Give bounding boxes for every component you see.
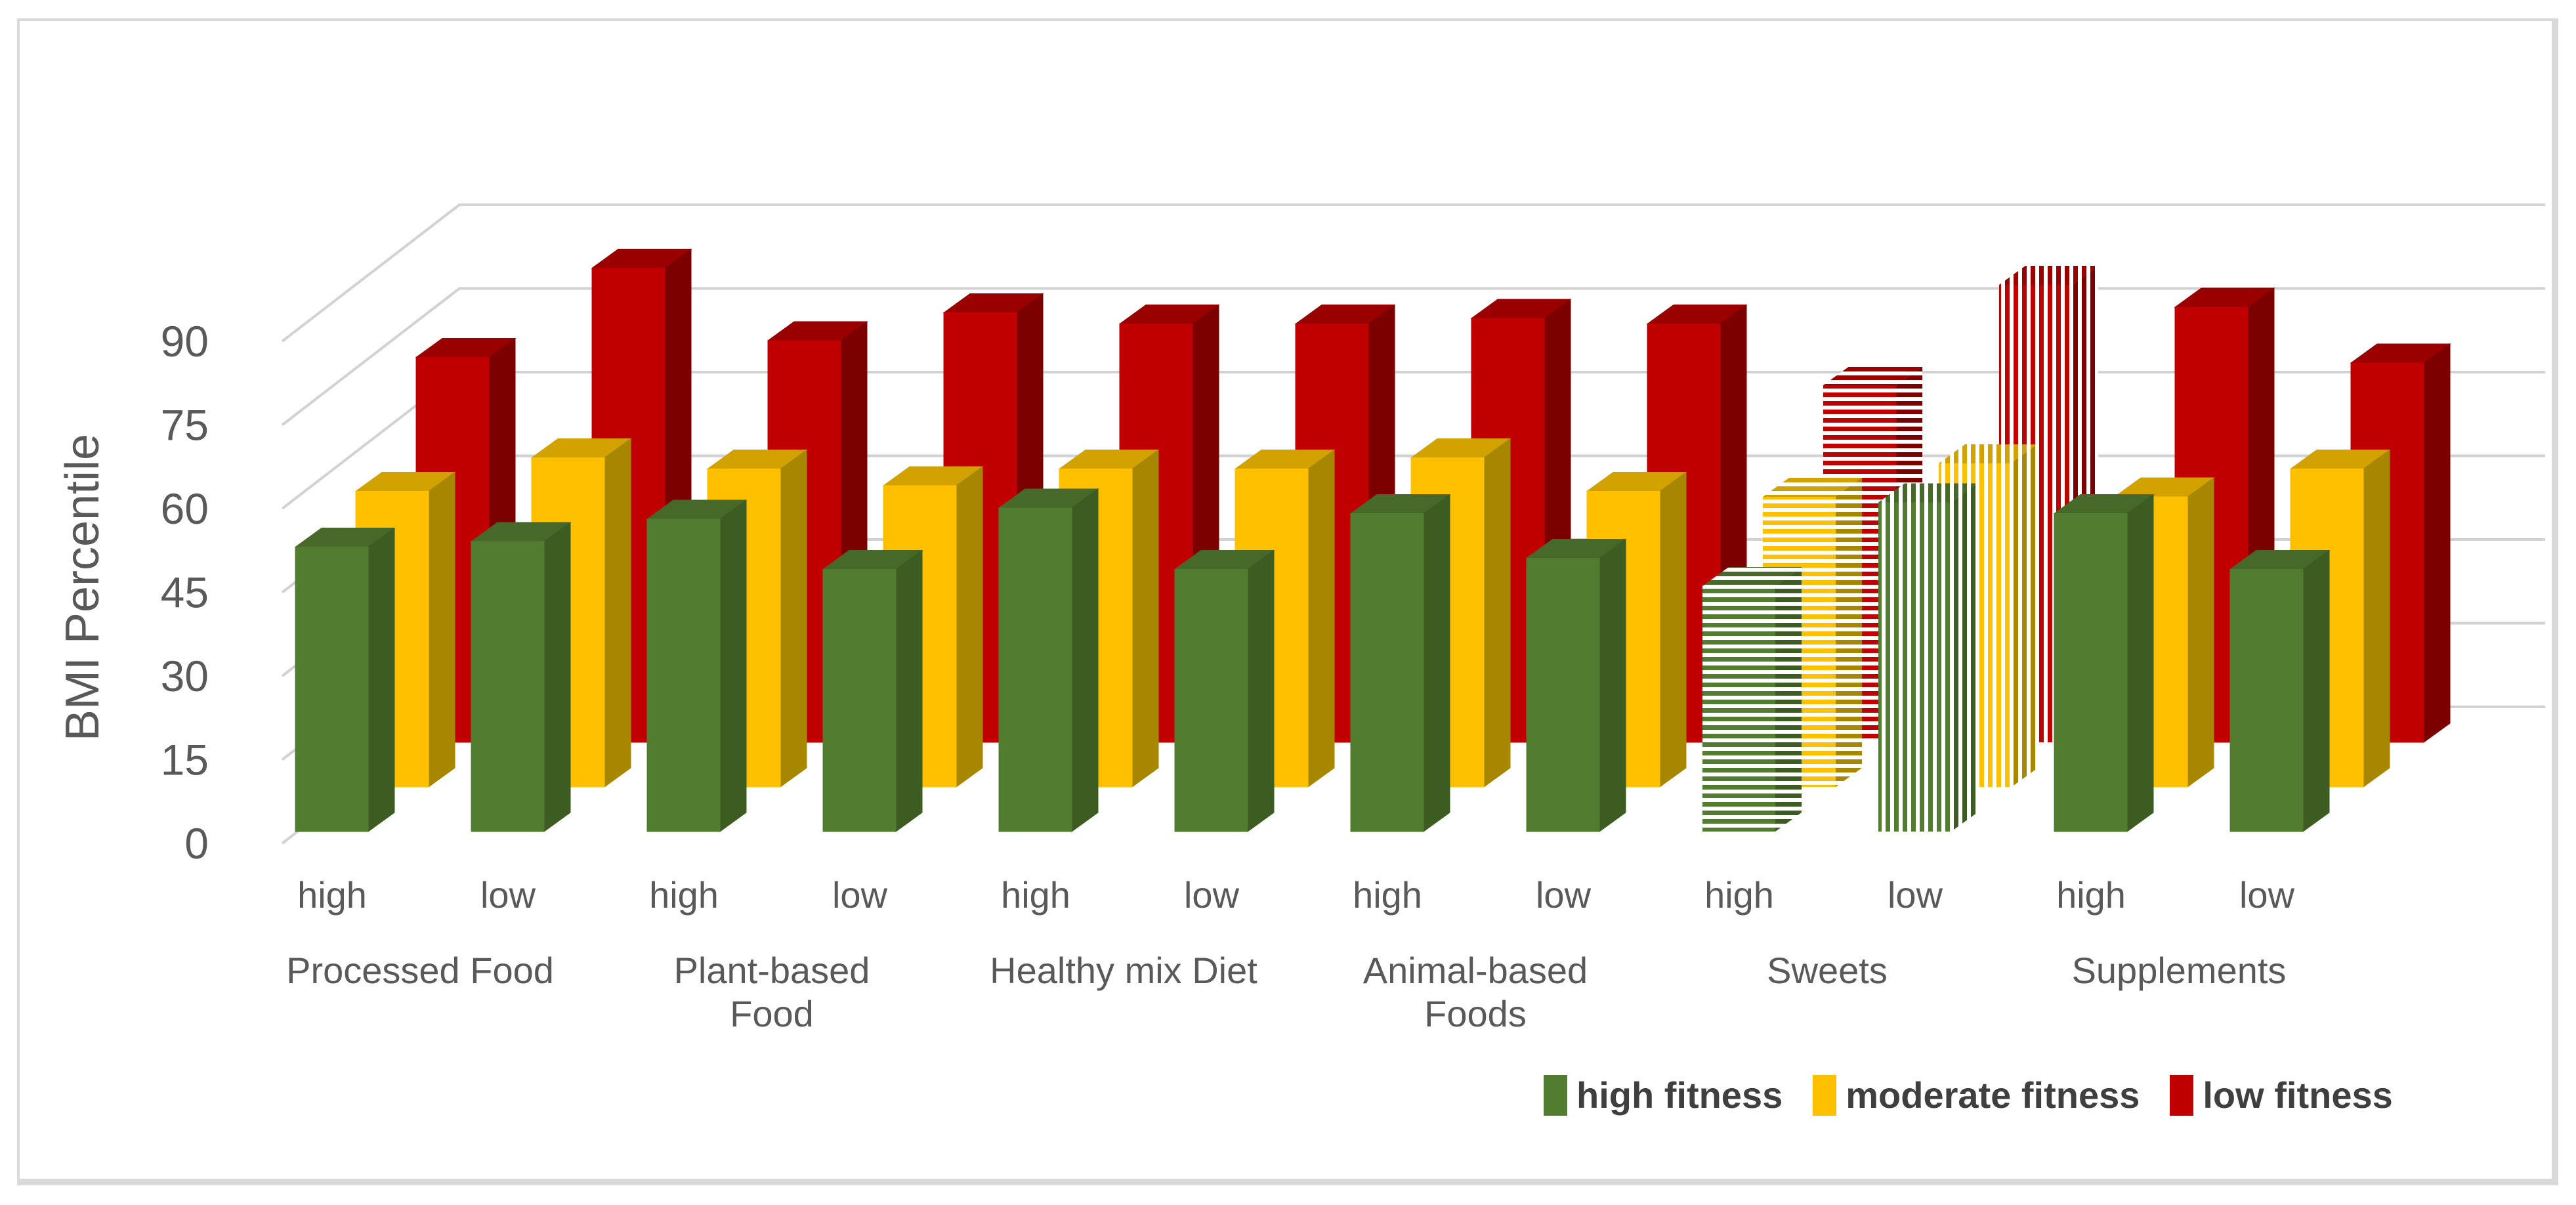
x-label-high: high xyxy=(649,874,719,916)
legend-label: moderate fitness xyxy=(1846,1074,2140,1116)
bar-Plant-based-Food-low-high xyxy=(822,549,923,832)
x-group-label: Processed Food xyxy=(286,950,554,991)
legend-item-moderate-fitness: moderate fitness xyxy=(1813,1074,2140,1116)
x-label-low: low xyxy=(1888,874,1943,916)
y-tick-label: 90 xyxy=(161,317,209,366)
bar-Sweets-high-high xyxy=(1702,567,1802,832)
x-group-label: Foods xyxy=(1424,993,1527,1034)
legend-swatch-green-icon xyxy=(1544,1074,1567,1116)
y-axis-title: BMI Percentile xyxy=(56,434,109,741)
y-tick-label: 30 xyxy=(161,652,209,700)
legend-label: high fitness xyxy=(1576,1074,1783,1116)
x-label-low: low xyxy=(832,874,888,916)
bar-Animal-based-Foods-high-high xyxy=(1349,494,1451,832)
bar-Supplements-high-high xyxy=(2053,494,2155,832)
x-label-low: low xyxy=(1536,874,1592,916)
legend-swatch-red-icon xyxy=(2170,1074,2194,1116)
x-group-label: Animal-based xyxy=(1363,950,1588,991)
bar-Plant-based-Food-high-high xyxy=(646,499,748,832)
legend-swatch-yellow-icon xyxy=(1813,1074,1837,1116)
x-group-label: Food xyxy=(730,993,814,1034)
y-tick-label: 0 xyxy=(184,819,209,868)
legend: high fitness moderate fitness low fitnes… xyxy=(1544,1074,2393,1116)
bar-Processed-Food-high-high xyxy=(294,527,396,832)
bar-Healthy-mix-Diet-low-high xyxy=(1173,549,1275,832)
x-group-label: Supplements xyxy=(2072,950,2287,991)
bar-Sweets-low-high xyxy=(1878,483,1977,832)
y-tick-label: 75 xyxy=(161,401,209,450)
legend-item-low-fitness: low fitness xyxy=(2170,1074,2393,1116)
x-label-low: low xyxy=(480,874,536,916)
legend-item-high-fitness: high fitness xyxy=(1544,1074,1783,1116)
gridline xyxy=(281,287,2545,427)
y-tick-label: 15 xyxy=(161,736,209,784)
x-group-label: Healthy mix Diet xyxy=(990,950,1257,991)
x-label-high: high xyxy=(297,874,367,916)
y-tick-label: 60 xyxy=(161,484,209,533)
bar-Processed-Food-low-high xyxy=(470,522,572,832)
gridline xyxy=(281,203,2545,343)
x-group-label: Plant-based xyxy=(674,950,870,991)
y-tick-label: 45 xyxy=(161,568,209,617)
bar-Animal-based-Foods-low-high xyxy=(1525,538,1627,832)
x-group-label: Sweets xyxy=(1767,950,1888,991)
x-label-low: low xyxy=(1184,874,1240,916)
bar-Healthy-mix-Diet-high-high xyxy=(998,488,1099,832)
x-label-high: high xyxy=(1353,874,1422,916)
x-label-low: low xyxy=(2239,874,2295,916)
bar-Supplements-low-high xyxy=(2229,549,2331,832)
legend-label: low fitness xyxy=(2203,1074,2393,1116)
x-label-high: high xyxy=(2056,874,2126,916)
x-label-high: high xyxy=(1001,874,1070,916)
x-label-high: high xyxy=(1704,874,1774,916)
